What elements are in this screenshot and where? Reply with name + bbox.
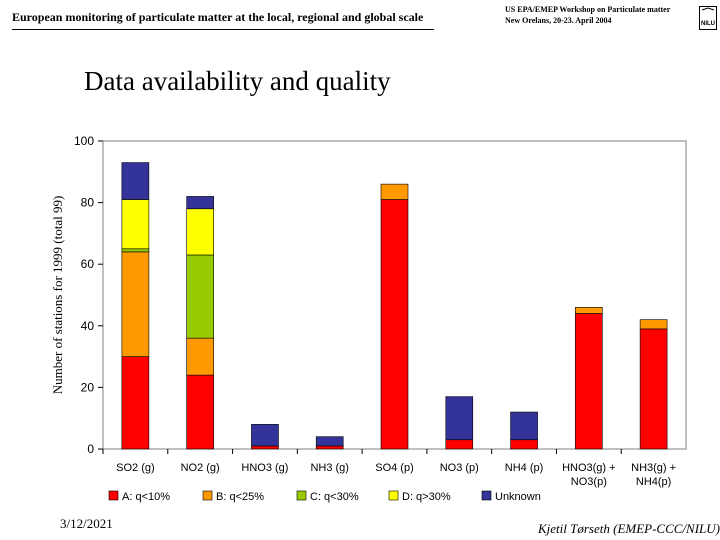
y-tick-label: 20 [81, 380, 95, 394]
workshop-info: US EPA/EMEP Workshop on Particulate matt… [505, 4, 670, 26]
x-tick-label: NH3(g) + [631, 462, 676, 474]
legend-label-d: D: q>30% [402, 491, 451, 503]
y-tick-label: 40 [81, 319, 95, 333]
bar-segment-b [121, 251, 150, 357]
header-divider [12, 29, 434, 30]
legend-label-b: B: q<25% [216, 491, 264, 503]
legend-swatch-b [202, 490, 213, 501]
bar-segment-a [445, 439, 474, 450]
x-tick-label: HNO3 (g) [241, 462, 288, 474]
y-axis-label: Number of stations for 1999 (total 99) [50, 196, 65, 395]
bar-segment-a [121, 356, 150, 450]
y-tick-label: 80 [81, 196, 95, 210]
workshop-name: US EPA/EMEP Workshop on Particulate matt… [505, 5, 671, 14]
bar-segment-a [380, 199, 409, 450]
logo-text: NILU [701, 21, 715, 27]
legend-label-a: A: q<10% [122, 491, 170, 503]
workshop-place-date: New Orelans, 20-23. April 2004 [505, 16, 612, 25]
bar-segment-unknown [186, 196, 214, 210]
legend-swatch-unknown [481, 490, 492, 501]
legend-label-c: C: q<30% [310, 491, 359, 503]
legend-swatch-a [108, 490, 119, 501]
y-tick-label: 0 [87, 442, 94, 456]
bar-segment-a [510, 439, 538, 450]
y-tick-label: 60 [81, 257, 95, 271]
bar-segment-b [575, 307, 603, 314]
bar-segment-a [186, 374, 214, 450]
y-tick-label: 100 [74, 134, 94, 148]
bar-segment-unknown [251, 424, 279, 447]
bar-segment-unknown [315, 436, 344, 447]
bar-segment-c [121, 248, 150, 253]
bar-segment-a [251, 445, 279, 450]
x-tick-label: NH4(p) [636, 476, 671, 488]
legend-swatch-d [388, 490, 399, 501]
bar-segment-c [186, 254, 214, 339]
bar-segment-unknown [510, 411, 538, 441]
bar-segment-a [315, 445, 344, 450]
bar-segment-b [186, 337, 214, 376]
x-tick-label: SO2 (g) [116, 462, 155, 474]
footer-date: 3/12/2021 [60, 516, 113, 531]
bar-segment-a [575, 313, 603, 450]
x-tick-label: HNO3(g) + [562, 462, 616, 474]
x-tick-label: NH4 (p) [505, 462, 544, 474]
x-tick-label: NH3 (g) [310, 462, 349, 474]
x-tick-label: SO4 (p) [375, 462, 414, 474]
footer-author: Kjetil Tørseth (EMEP-CCC/NILU) [538, 521, 720, 536]
nilu-logo-icon: NILU [699, 6, 717, 30]
bar-segment-d [121, 199, 150, 250]
bar-segment-unknown [121, 162, 150, 200]
slide-title: Data availability and quality [84, 66, 391, 96]
bar-segment-b [380, 183, 409, 200]
bar-segment-d [186, 208, 214, 256]
x-tick-label: NO2 (g) [181, 462, 220, 474]
bar-segment-unknown [445, 396, 474, 441]
legend-swatch-c [296, 490, 307, 501]
legend-label-unknown: Unknown [495, 491, 541, 503]
bar-segment-b [639, 319, 668, 330]
x-tick-label: NO3 (p) [440, 462, 479, 474]
header-title: European monitoring of particulate matte… [12, 10, 424, 24]
bar-segment-a [639, 328, 668, 450]
x-tick-label: NO3(p) [571, 476, 607, 488]
